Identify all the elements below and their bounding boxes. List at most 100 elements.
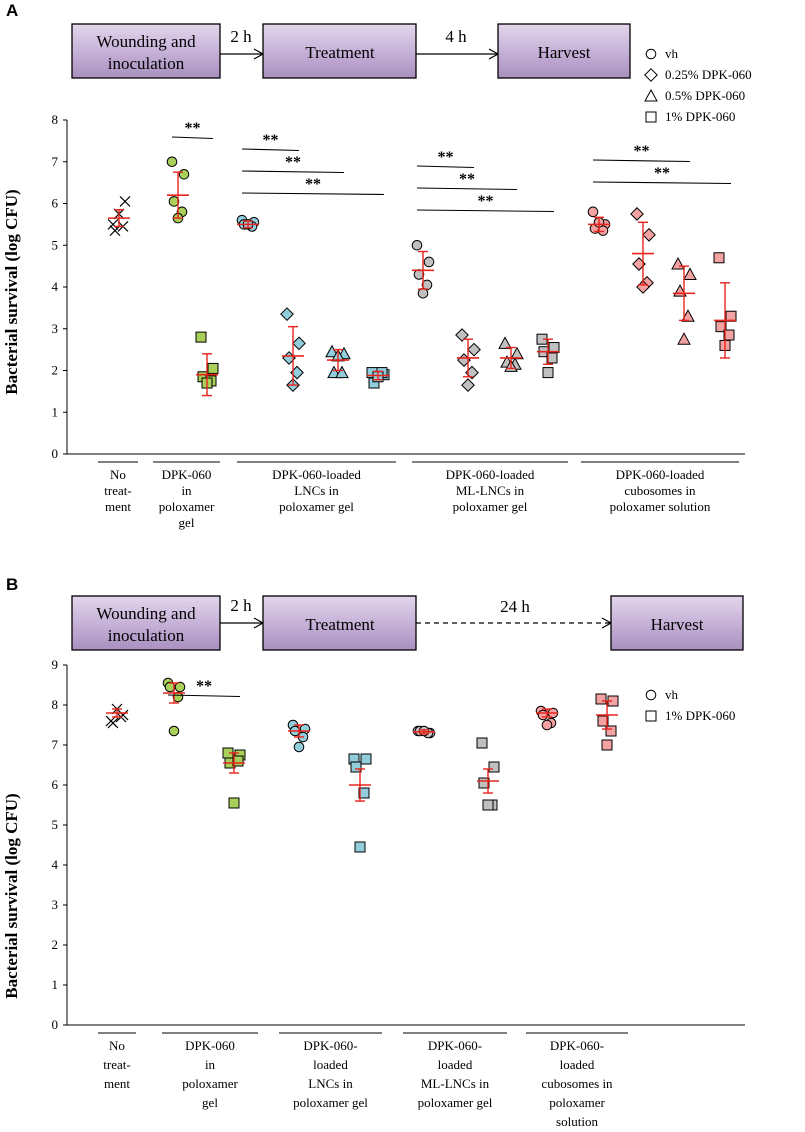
data-point <box>166 156 178 168</box>
group-label: treat- <box>104 483 131 498</box>
y-tick-label: 8 <box>52 112 59 127</box>
data-point <box>232 755 244 767</box>
data-point <box>642 227 656 242</box>
legend-item: 0.25% DPK-060 <box>644 67 752 82</box>
y-tick-label: 6 <box>52 196 59 211</box>
data-point <box>107 717 119 729</box>
y-tick-label: 0 <box>52 1017 59 1032</box>
data-point <box>482 799 494 811</box>
significance-line <box>241 170 345 174</box>
series <box>671 256 697 345</box>
y-tick-label: 4 <box>52 857 59 872</box>
significance-bracket: ** <box>416 171 518 191</box>
step-box-harvest-b <box>610 595 744 651</box>
group-label: DPK-060 <box>162 467 212 482</box>
group-label: DPK-060- <box>428 1038 482 1053</box>
data-point <box>178 168 190 180</box>
significance-line <box>416 165 475 169</box>
y-tick-label: 7 <box>52 737 59 752</box>
group-label: in <box>205 1057 216 1072</box>
significance-line <box>416 187 518 191</box>
series <box>107 195 131 237</box>
significance-bracket: ** <box>171 120 214 140</box>
series <box>411 239 435 299</box>
group-label: gel <box>202 1095 218 1110</box>
data-point <box>360 753 372 765</box>
step-box-wounding-b <box>71 595 221 651</box>
significance-line <box>171 136 214 140</box>
group-label: solution <box>556 1114 598 1129</box>
data-point <box>715 321 727 333</box>
data-point <box>350 761 362 773</box>
y-tick-label: 1 <box>52 404 59 419</box>
group-label: ment <box>105 499 131 514</box>
series <box>535 705 559 731</box>
significance-label: ** <box>634 143 650 160</box>
data-point <box>423 256 435 268</box>
data-point <box>325 344 339 358</box>
significance-line <box>592 181 732 185</box>
interval-label-b-1: 2 h <box>230 596 252 615</box>
significance-bracket: ** <box>416 193 555 213</box>
series <box>325 344 351 379</box>
series <box>595 693 619 751</box>
group-label: DPK-060-loaded <box>616 467 705 482</box>
group-label: poloxamer gel <box>279 499 354 514</box>
data-point <box>354 841 366 853</box>
significance-label: ** <box>185 120 201 137</box>
panel-letter-b: B <box>6 575 18 594</box>
data-point <box>597 715 609 727</box>
panel-a: A Wounding and inoculation 2 h Treatment… <box>2 1 752 530</box>
group-label: loaded <box>560 1057 595 1072</box>
step-label-treatment-b: Treatment <box>305 615 375 634</box>
significance-bracket: ** <box>592 165 732 185</box>
data-point <box>411 239 423 251</box>
step-box-harvest <box>497 23 631 79</box>
x-stroke <box>107 717 119 729</box>
series <box>713 252 737 359</box>
data-point <box>417 287 429 299</box>
group-label: poloxamer gel <box>293 1095 368 1110</box>
group-label: cubosomes in <box>541 1076 613 1091</box>
data-point <box>476 737 488 749</box>
legend-label: 1% DPK-060 <box>665 708 735 723</box>
legend-marker <box>645 710 657 722</box>
significance-bracket: ** <box>416 149 475 169</box>
series <box>222 747 246 809</box>
step-label-treatment: Treatment <box>305 43 375 62</box>
series <box>166 156 190 224</box>
data-point <box>119 195 131 207</box>
group-label: ment <box>104 1076 130 1091</box>
legend-item: vh <box>645 687 679 702</box>
significance-bracket: ** <box>167 678 241 698</box>
chart-b: 0 1 2 3 4 5 6 7 8 9 No treat-ment DPK-060 in poloxamer… <box>52 657 745 1129</box>
significance-label: ** <box>305 176 321 193</box>
workflow-b: Wounding and inoculation 2 h Treatment 2… <box>71 595 744 651</box>
data-point <box>671 256 685 270</box>
data-point <box>713 252 725 264</box>
series <box>162 677 186 737</box>
legend-marker <box>644 88 658 102</box>
data-point <box>542 367 554 379</box>
data-point <box>683 267 697 280</box>
group-label: DPK-060- <box>550 1038 604 1053</box>
significance-line <box>592 159 691 163</box>
significance-bracket: ** <box>592 143 691 163</box>
data-point <box>461 378 475 393</box>
step-label-harvest-b: Harvest <box>651 615 704 634</box>
significance-bracket: ** <box>241 176 385 196</box>
data-point <box>488 761 500 773</box>
y-tick-label: 2 <box>52 937 59 952</box>
interval-label-b-2: 24 h <box>500 597 530 616</box>
data-point <box>207 362 219 374</box>
y-axis-label-b: Bacterial survival (log CFU) <box>2 793 21 998</box>
step-box-treatment-b <box>262 595 417 651</box>
series <box>498 336 524 372</box>
workflow-a: Wounding and inoculation 2 h Treatment 4… <box>71 23 631 79</box>
group-label: treat- <box>103 1057 130 1072</box>
interval-label-1: 2 h <box>230 27 252 46</box>
significance-line <box>167 694 241 698</box>
data-point <box>293 741 305 753</box>
data-point <box>292 336 306 351</box>
